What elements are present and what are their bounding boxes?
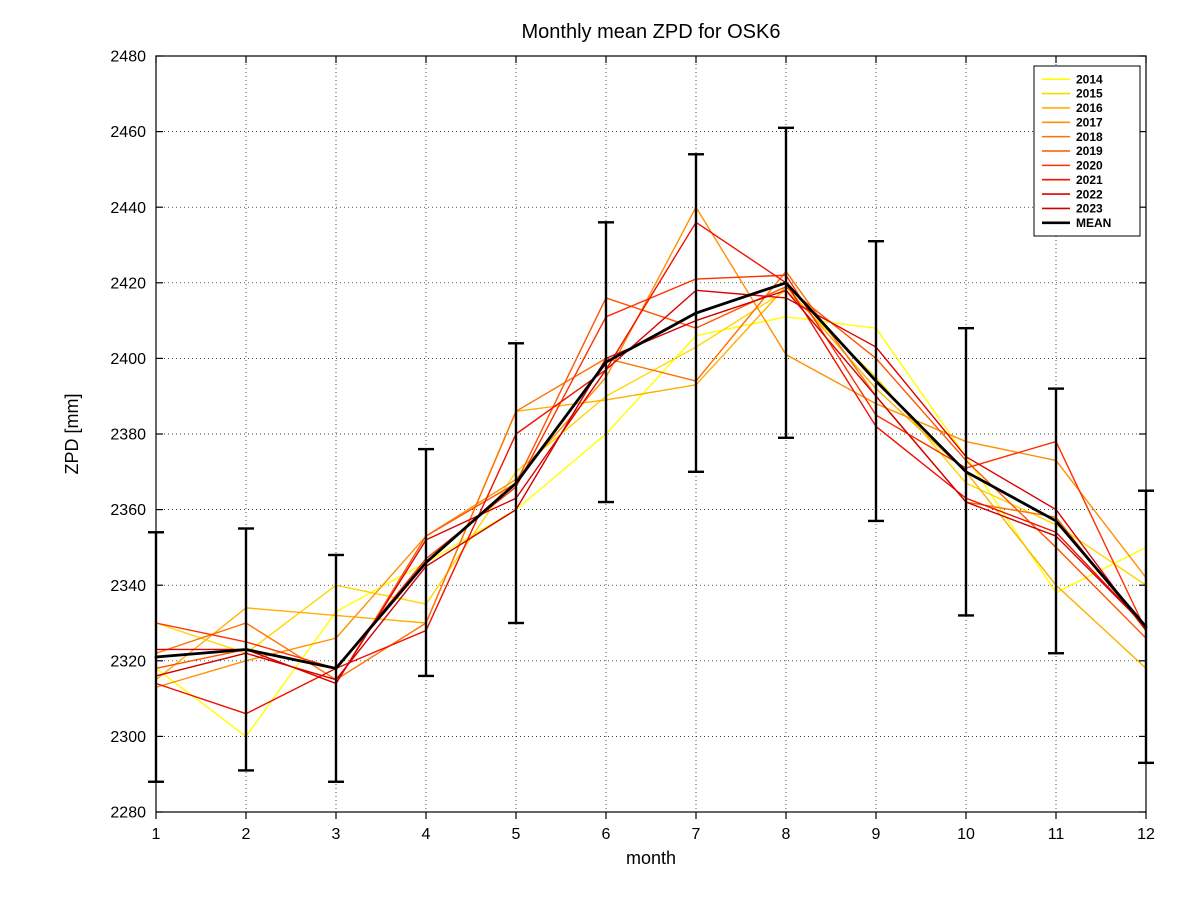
y-tick-label: 2440 xyxy=(110,200,146,217)
chart-container: 1234567891011122280230023202340236023802… xyxy=(0,0,1201,901)
legend-label: 2023 xyxy=(1076,202,1103,216)
legend-label: 2020 xyxy=(1076,159,1103,173)
legend-label: 2014 xyxy=(1076,72,1103,86)
legend-label: 2021 xyxy=(1076,173,1103,187)
legend-label: MEAN xyxy=(1076,216,1111,230)
y-tick-label: 2280 xyxy=(110,805,146,822)
x-tick-label: 2 xyxy=(242,826,251,843)
y-tick-label: 2340 xyxy=(110,578,146,595)
y-tick-label: 2360 xyxy=(110,502,146,519)
y-tick-label: 2320 xyxy=(110,653,146,670)
y-axis-label: ZPD [mm] xyxy=(62,394,82,475)
legend-label: 2022 xyxy=(1076,187,1103,201)
x-axis-label: month xyxy=(626,848,676,868)
x-tick-label: 7 xyxy=(692,826,701,843)
x-tick-label: 11 xyxy=(1048,826,1065,843)
y-tick-label: 2380 xyxy=(110,427,146,444)
x-tick-label: 6 xyxy=(602,826,611,843)
x-tick-label: 8 xyxy=(782,826,791,843)
y-tick-label: 2300 xyxy=(110,729,146,746)
legend-label: 2019 xyxy=(1076,144,1103,158)
x-tick-label: 5 xyxy=(512,826,521,843)
y-tick-label: 2460 xyxy=(110,124,146,141)
y-tick-label: 2420 xyxy=(110,275,146,292)
chart-svg: 1234567891011122280230023202340236023802… xyxy=(0,0,1201,901)
x-tick-label: 12 xyxy=(1137,826,1155,843)
y-tick-label: 2400 xyxy=(110,351,146,368)
legend-label: 2017 xyxy=(1076,115,1103,129)
x-tick-label: 4 xyxy=(422,826,431,843)
chart-title: Monthly mean ZPD for OSK6 xyxy=(522,21,781,43)
legend-label: 2015 xyxy=(1076,87,1103,101)
x-tick-label: 1 xyxy=(152,826,161,843)
x-tick-label: 3 xyxy=(332,826,341,843)
legend-label: 2016 xyxy=(1076,101,1103,115)
x-tick-label: 10 xyxy=(957,826,975,843)
y-tick-label: 2480 xyxy=(110,49,146,66)
legend-label: 2018 xyxy=(1076,130,1103,144)
x-tick-label: 9 xyxy=(872,826,881,843)
